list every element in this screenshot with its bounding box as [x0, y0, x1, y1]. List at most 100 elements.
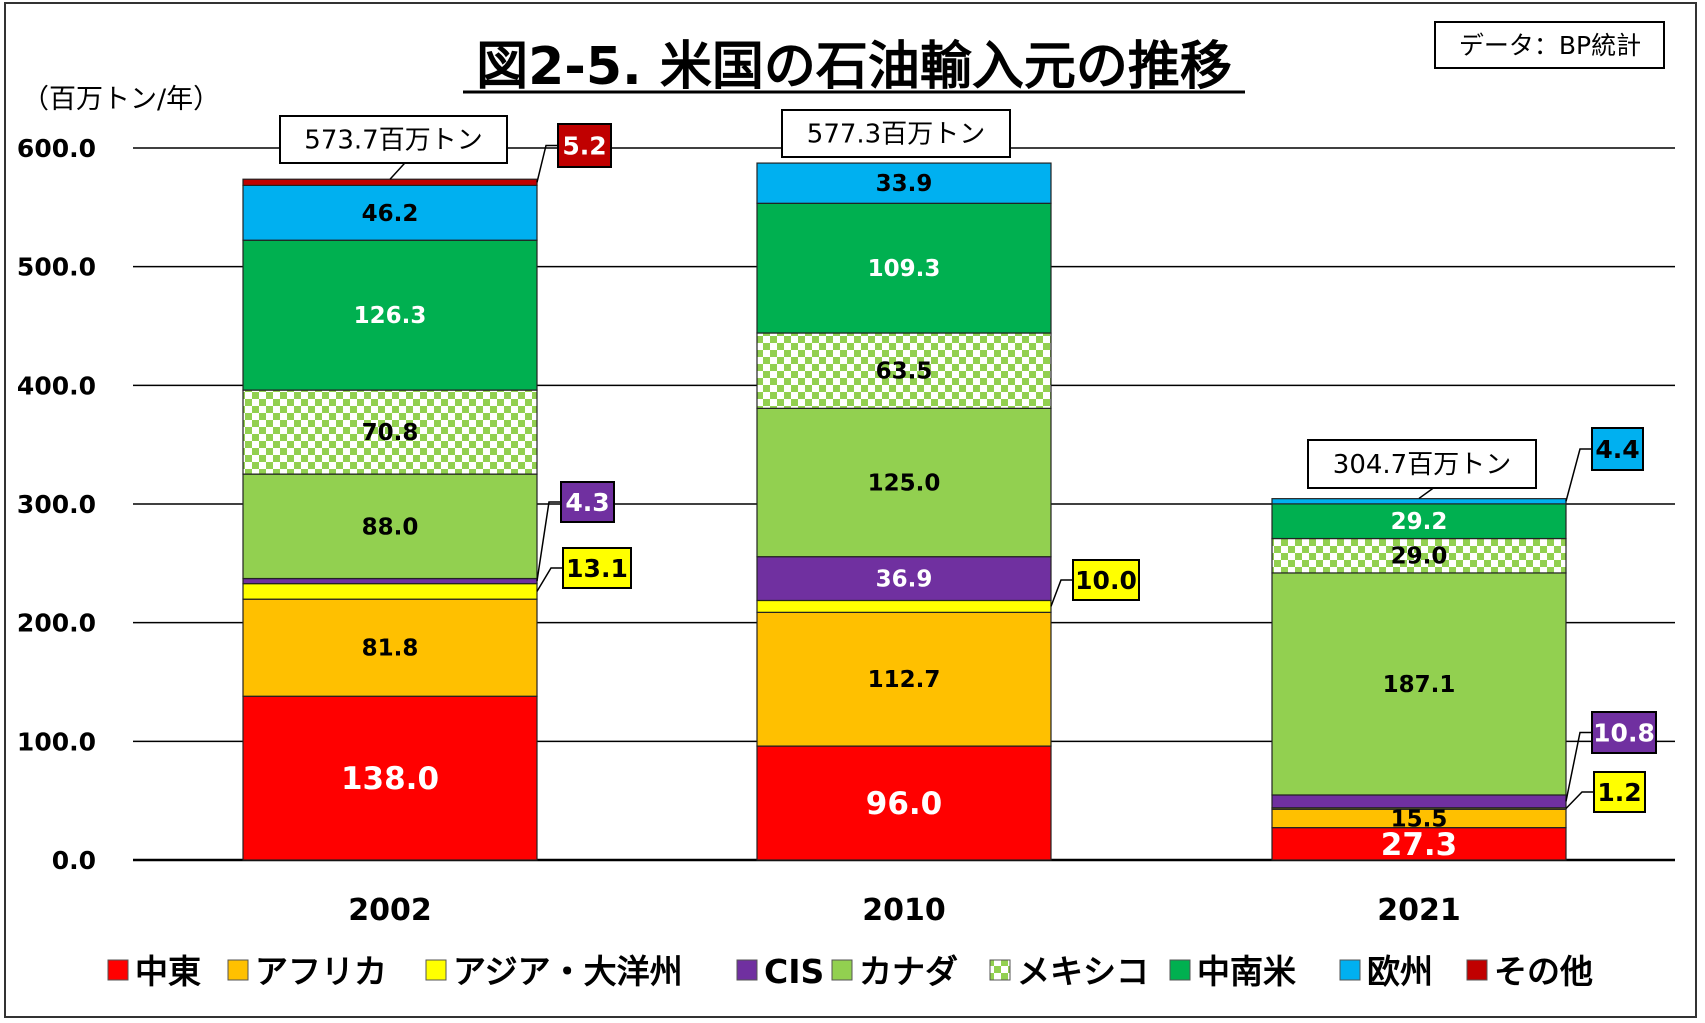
y-tick-label: 500.0: [17, 253, 96, 282]
value-label: 138.0: [341, 761, 439, 797]
bar-segment: [756, 162, 1052, 204]
legend-swatch: [1466, 959, 1488, 981]
callout-box: [560, 481, 615, 523]
y-tick-label: 0.0: [52, 846, 96, 875]
legend-label: 中南米: [1197, 952, 1296, 991]
value-label: 10.0: [1075, 566, 1137, 595]
legend-swatch: [1169, 959, 1191, 981]
total-callout-box: [1307, 439, 1537, 489]
callout-leader-line: [1565, 448, 1592, 502]
bar-segment: [1271, 572, 1567, 796]
bar-segment: [1271, 827, 1567, 861]
x-tick-label: 2002: [348, 893, 432, 928]
bar-segment: [756, 332, 1052, 409]
x-axis-ticks: 2002 2010 2021: [348, 893, 1461, 928]
callout-leader-line: [536, 567, 563, 592]
total-leader-line: [1418, 487, 1434, 500]
chart-title: 図2-5. 米国の石油輸入元の推移: [476, 37, 1232, 97]
total-label: 573.7百万トン: [304, 126, 482, 156]
legend-swatch: [425, 959, 447, 981]
legend: 中東 アフリカ アジア・大洋州 CIS カナダ メキシコ 中南米 欧州 その他: [107, 952, 1593, 991]
total-callout-box: [279, 115, 508, 164]
legend-label: 欧州: [1367, 952, 1433, 991]
bar-segment: [242, 695, 538, 861]
bar-segment: [242, 473, 538, 580]
callout-leader-line: [1565, 791, 1594, 810]
callout-leader-line: [1050, 579, 1073, 607]
callouts: 13.1 4.3 5.2 10.0 1.2 10.8 4.4 573.7百万トン 577.3百万…: [279, 109, 1657, 813]
bar-segment: [1271, 503, 1567, 540]
legend-swatch: [736, 959, 758, 981]
legend-swatch: [1339, 959, 1361, 981]
value-label: 96.0: [866, 786, 943, 822]
y-axis-ticks: 0.0 100.0 200.0 300.0 400.0 500.0 600.0: [17, 134, 96, 875]
bar-segment: [242, 239, 538, 391]
value-label: 4.3: [565, 488, 609, 517]
value-label: 36.9: [876, 567, 933, 593]
value-label: 10.8: [1593, 719, 1655, 748]
callout-box: [562, 547, 632, 589]
callout-box: [557, 123, 612, 168]
y-tick-label: 200.0: [17, 609, 96, 638]
bar-segment: [756, 556, 1052, 602]
y-tick-label: 400.0: [17, 371, 96, 400]
bar-segment: [756, 202, 1052, 334]
total-leader-line: [389, 162, 406, 180]
legend-label: その他: [1494, 952, 1593, 991]
y-tick-label: 100.0: [17, 727, 96, 756]
callout-box: [1591, 711, 1657, 754]
y-tick-label: 300.0: [17, 490, 96, 519]
total-callout-box: [781, 109, 1011, 158]
bars: [242, 162, 1567, 861]
legend-swatch: [107, 959, 129, 981]
value-label: 1.2: [1597, 778, 1641, 807]
legend-swatch: [227, 959, 249, 981]
value-label: 46.2: [362, 201, 419, 227]
callout-box: [1593, 771, 1646, 813]
value-labels: 138.0 81.8 88.0 70.8 126.3 46.2 96.0 112.7 36.9 1…: [341, 171, 1457, 863]
value-label: 29.2: [1391, 509, 1448, 535]
value-label: 27.3: [1381, 827, 1458, 863]
value-label: 112.7: [868, 667, 941, 693]
value-label: 63.5: [876, 359, 933, 385]
legend-swatch: [831, 959, 853, 981]
bar-segment: [756, 745, 1052, 861]
bar-segment: [242, 178, 538, 186]
total-label: 577.3百万トン: [807, 120, 985, 150]
legend-label: 中東: [135, 952, 201, 991]
value-label: 13.1: [566, 554, 628, 583]
total-label: 304.7百万トン: [1333, 450, 1511, 480]
x-tick-label: 2010: [862, 893, 946, 928]
legend-label: CIS: [764, 952, 824, 991]
value-label: 109.3: [868, 256, 941, 282]
bar-segment: [1271, 537, 1567, 574]
value-label: 81.8: [362, 636, 419, 662]
value-label: 15.5: [1391, 806, 1448, 832]
value-label: 126.3: [354, 303, 427, 329]
source-note: データ：BP統計: [1459, 31, 1641, 60]
y-tick-label: 600.0: [17, 134, 96, 163]
bar-segment: [242, 583, 538, 600]
bar-segment: [242, 598, 538, 697]
value-label: 4.4: [1595, 435, 1639, 464]
value-label: 29.0: [1391, 544, 1448, 570]
legend-label: メキシコ: [1017, 952, 1149, 991]
bar-segment: [756, 407, 1052, 558]
value-label: 187.1: [1383, 672, 1456, 698]
x-tick-label: 2021: [1377, 893, 1461, 928]
legend-label: アジア・大洋州: [453, 952, 683, 991]
bar-segment: [242, 389, 538, 475]
legend-label: カナダ: [859, 952, 958, 991]
value-label: 5.2: [562, 132, 606, 161]
bar-segment: [756, 611, 1052, 747]
bar-segment: [1271, 498, 1567, 505]
value-label: 33.9: [876, 171, 933, 197]
value-label: 88.0: [362, 514, 419, 540]
callout-box: [1591, 427, 1644, 471]
bar-segment: [756, 599, 1052, 613]
callout-leader-line: [536, 144, 558, 183]
callout-leader-line: [1565, 731, 1592, 802]
legend-label: アフリカ: [255, 952, 387, 991]
callout-box: [1072, 559, 1140, 601]
